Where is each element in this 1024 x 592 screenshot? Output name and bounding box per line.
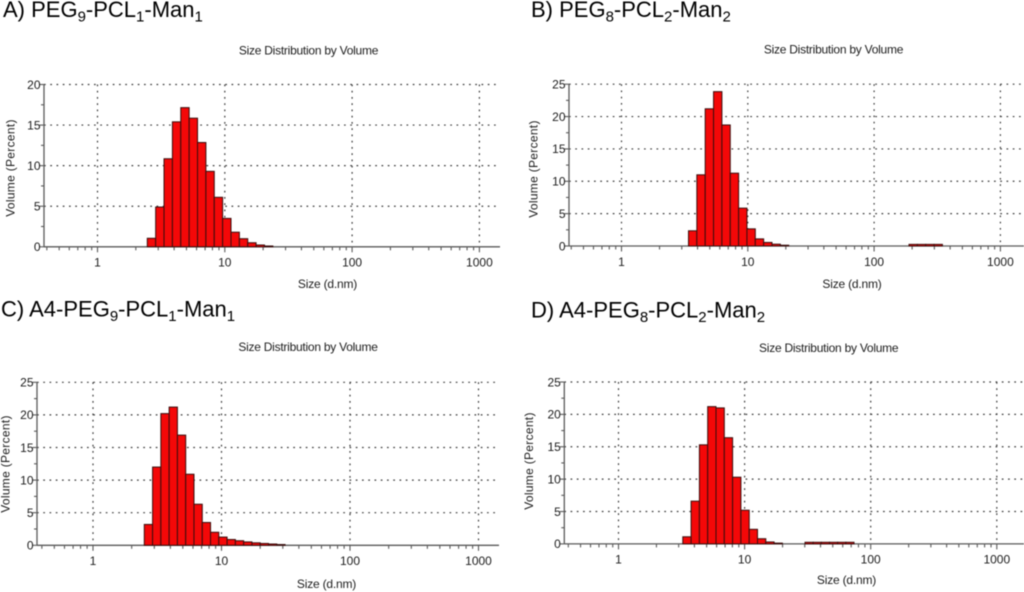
svg-text:1000: 1000 bbox=[465, 554, 492, 568]
svg-text:Size Distribution by Volume: Size Distribution by Volume bbox=[759, 341, 899, 355]
svg-text:25: 25 bbox=[552, 78, 566, 92]
svg-text:5: 5 bbox=[554, 505, 561, 519]
svg-text:15: 15 bbox=[547, 440, 561, 454]
svg-text:5: 5 bbox=[34, 200, 41, 214]
svg-text:20: 20 bbox=[27, 78, 41, 92]
svg-text:100: 100 bbox=[861, 553, 881, 567]
svg-text:10: 10 bbox=[547, 472, 561, 486]
svg-text:Size Distribution by Volume: Size Distribution by Volume bbox=[239, 44, 379, 58]
svg-text:Size (d.nm): Size (d.nm) bbox=[297, 577, 356, 591]
svg-text:1000: 1000 bbox=[987, 255, 1014, 269]
svg-text:Size (d.nm): Size (d.nm) bbox=[298, 277, 357, 291]
svg-text:1: 1 bbox=[90, 554, 97, 568]
svg-text:5: 5 bbox=[559, 207, 566, 221]
svg-text:1: 1 bbox=[618, 255, 625, 269]
svg-text:Size Distribution by Volume: Size Distribution by Volume bbox=[238, 340, 378, 354]
svg-text:10: 10 bbox=[218, 256, 232, 270]
svg-text:0: 0 bbox=[559, 239, 566, 253]
svg-text:20: 20 bbox=[20, 408, 34, 422]
svg-text:10: 10 bbox=[20, 473, 34, 487]
svg-text:Size (d.nm): Size (d.nm) bbox=[822, 277, 881, 291]
svg-text:100: 100 bbox=[864, 255, 884, 269]
svg-text:15: 15 bbox=[20, 441, 34, 455]
svg-text:1000: 1000 bbox=[983, 553, 1010, 567]
svg-text:100: 100 bbox=[340, 554, 360, 568]
svg-text:10: 10 bbox=[27, 159, 41, 173]
svg-text:1000: 1000 bbox=[466, 256, 493, 270]
svg-text:1: 1 bbox=[94, 256, 101, 270]
svg-text:Volume (Percent): Volume (Percent) bbox=[522, 412, 536, 510]
svg-text:B) PEG8-PCL2-Man2: B) PEG8-PCL2-Man2 bbox=[531, 0, 731, 26]
svg-text:25: 25 bbox=[547, 375, 561, 389]
svg-text:0: 0 bbox=[34, 240, 41, 254]
svg-text:Volume (Percent): Volume (Percent) bbox=[527, 120, 541, 218]
svg-text:25: 25 bbox=[20, 376, 34, 390]
svg-text:Volume (Percent): Volume (Percent) bbox=[4, 119, 18, 217]
svg-text:15: 15 bbox=[552, 142, 566, 156]
svg-text:10: 10 bbox=[215, 554, 229, 568]
svg-text:0: 0 bbox=[27, 539, 34, 553]
svg-text:20: 20 bbox=[547, 408, 561, 422]
svg-text:15: 15 bbox=[27, 118, 41, 132]
svg-text:10: 10 bbox=[552, 175, 566, 189]
svg-text:Volume (Percent): Volume (Percent) bbox=[0, 415, 13, 513]
svg-text:5: 5 bbox=[27, 506, 34, 520]
svg-text:100: 100 bbox=[342, 256, 362, 270]
svg-text:0: 0 bbox=[554, 537, 561, 551]
svg-text:Size (d.nm): Size (d.nm) bbox=[817, 573, 876, 587]
svg-text:A) PEG9-PCL1-Man1: A) PEG9-PCL1-Man1 bbox=[3, 0, 203, 26]
svg-text:Size Distribution by Volume: Size Distribution by Volume bbox=[764, 43, 904, 57]
svg-text:20: 20 bbox=[552, 110, 566, 124]
svg-text:C) A4-PEG9-PCL1-Man1: C) A4-PEG9-PCL1-Man1 bbox=[1, 297, 235, 326]
svg-text:10: 10 bbox=[741, 255, 755, 269]
svg-text:1: 1 bbox=[615, 553, 622, 567]
svg-text:10: 10 bbox=[738, 553, 752, 567]
svg-text:D) A4-PEG8-PCL2-Man2: D) A4-PEG8-PCL2-Man2 bbox=[531, 298, 765, 327]
